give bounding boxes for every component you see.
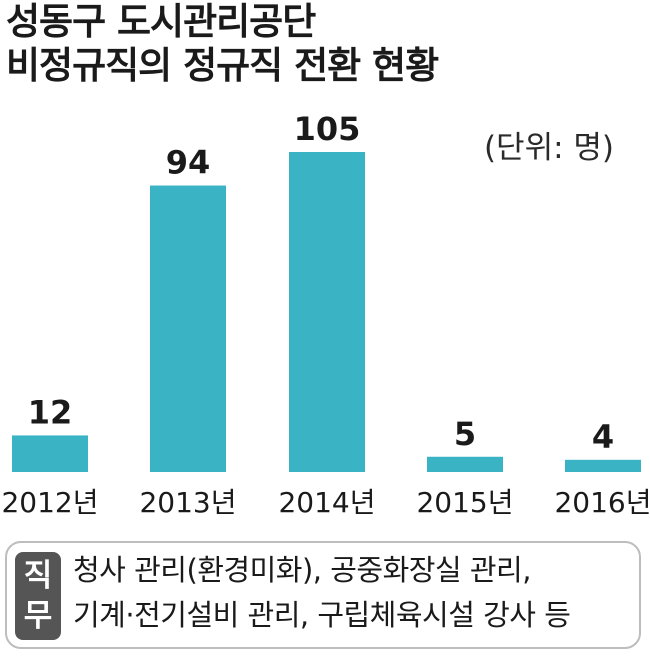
unit-label: (단위: 명) (483, 130, 614, 166)
job-duties-text: 청사 관리(환경미화), 공중화장실 관리, 기계·전기설비 관리, 구립체육시… (73, 548, 571, 638)
value-label-2012년: 12 (28, 393, 73, 431)
job-duties-tag-char-2: 무 (23, 598, 53, 634)
bar-2015년 (427, 456, 503, 472)
bar-2012년 (12, 435, 88, 472)
job-duties-box: 직 무 청사 관리(환경미화), 공중화장실 관리, 기계·전기설비 관리, 구… (5, 541, 641, 649)
category-label-2013년: 2013년 (139, 486, 236, 519)
value-label-2014년: 105 (294, 110, 361, 148)
job-duties-tag: 직 무 (15, 552, 61, 640)
job-duties-line-2: 기계·전기설비 관리, 구립체육시설 강사 등 (73, 598, 571, 632)
bar-2013년 (150, 185, 226, 472)
value-label-2016년: 4 (592, 418, 614, 456)
value-label-2013년: 94 (166, 144, 211, 182)
job-duties-tag-char-1: 직 (23, 558, 53, 594)
category-label-2012년: 2012년 (1, 486, 98, 519)
category-label-2014년: 2014년 (278, 486, 375, 519)
bar-2014년 (289, 152, 365, 472)
category-label-2016년: 2016년 (554, 486, 650, 519)
job-duties-line-1: 청사 관리(환경미화), 공중화장실 관리, (73, 553, 531, 587)
title-line-2: 비정규직의 정규직 전환 현황 (6, 44, 439, 87)
bar-2016년 (565, 459, 641, 472)
chart-title: 성동구 도시관리공단 비정규직의 정규직 전환 현황 (6, 0, 439, 88)
bar-chart: 12 2012년 94 2013년 105 2014년 5 2015년 4 2016년 (1, 110, 650, 519)
value-label-2015년: 5 (454, 415, 476, 453)
category-label-2015년: 2015년 (416, 486, 513, 519)
title-line-1: 성동구 도시관리공단 (6, 0, 316, 43)
